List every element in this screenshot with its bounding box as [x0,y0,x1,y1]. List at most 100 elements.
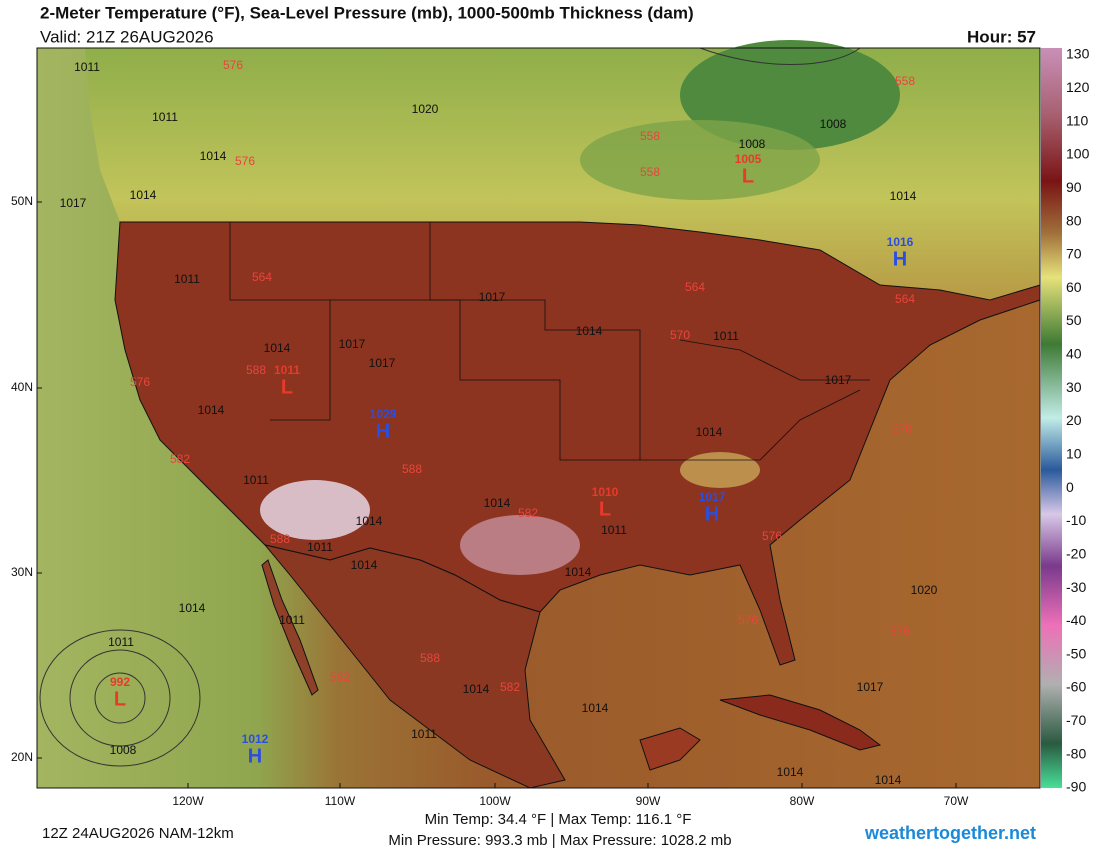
isobar-label: 1011 [174,272,200,286]
thickness-label: 564 [252,270,272,284]
colorbar-label: 100 [1066,146,1090,162]
thickness-label: 558 [640,165,660,179]
green-region [580,120,820,200]
isobar-label: 1011 [74,60,100,74]
pressure-center-letter: H [248,745,262,767]
isobar-label: 1014 [890,189,917,203]
pressure-center-letter: H [705,503,719,525]
isobar-label: 1014 [875,773,902,787]
colorbar-label: 60 [1066,279,1082,295]
isobar-label: 1014 [582,701,609,715]
isobar-label: 1008 [739,137,766,151]
isobar-label: 1014 [696,425,723,439]
isobar-label: 1011 [601,523,627,537]
isobar-label: 1011 [279,613,305,627]
isobar-label: 1020 [911,583,938,597]
latitude-label: 40N [11,380,33,394]
pressure-center-value: 1029 [370,407,397,421]
colorbar-label: 90 [1066,179,1082,195]
isobar [94,672,146,724]
colorbar-label: 50 [1066,312,1082,328]
colorbar-label: -50 [1066,645,1086,661]
map-title: 2-Meter Temperature (°F), Sea-Level Pres… [40,3,694,22]
pressure-center-letter: H [376,420,390,442]
isobar-label: 1014 [484,496,511,510]
isobar-label: 1017 [479,290,506,304]
pressure-center-value: 1016 [887,235,914,249]
isobar [699,47,861,65]
colorbar-label: -40 [1066,612,1086,628]
colorbar-label: -90 [1066,779,1086,795]
thickness-label: 588 [270,532,290,546]
colorbar-label: 120 [1066,79,1090,95]
longitude-label: 100W [479,794,511,808]
colorbar-label: -20 [1066,545,1086,561]
isobar [69,649,171,747]
isobar-label: 1014 [777,765,804,779]
model-run: 12Z 24AUG2026 NAM-12km [42,825,234,842]
isobar-label: 1011 [411,727,437,741]
pressure-center-value: 1005 [735,152,762,166]
caribbean-land [639,727,701,771]
colorbar-label: 130 [1066,46,1090,62]
isobar-label: 1008 [110,743,137,757]
isobar-label: 1017 [60,196,87,210]
isobar-label: 1011 [243,473,269,487]
thickness-label: 570 [892,422,912,436]
isobar-label: 1011 [152,110,178,124]
pressure-center-value: 1017 [699,490,726,504]
thickness-label: 576 [738,613,758,627]
colorbar [1041,48,1062,788]
isobar-label: 1014 [264,341,291,355]
site-credit: weathertogether.net [864,823,1036,843]
isobar-label: 1017 [369,356,396,370]
isobar-label: 1014 [565,565,592,579]
isobars [39,47,861,767]
isobar-label: 1017 [825,373,852,387]
longitude-label: 120W [172,794,204,808]
colorbar-label: 70 [1066,246,1082,262]
baja-peninsula [261,559,319,696]
isobar-label: 1014 [356,514,383,528]
latitude-label: 20N [11,750,33,764]
isobar-label: 1014 [576,324,603,338]
pressure-center-letter: H [893,248,907,270]
longitude-label: 110W [325,794,356,808]
colorbar-label: 110 [1066,112,1089,128]
pressure-center-value: 1010 [592,485,619,499]
thickness-label: 582 [330,670,350,684]
longitude-label: 90W [636,794,661,808]
latitude-label: 30N [11,565,33,579]
pressure-center-value: 1011 [274,363,300,377]
isobar-label: 1017 [339,337,366,351]
thickness-label: 576 [890,624,910,638]
map-frame [36,47,1041,789]
pressure-center-letter: L [114,688,126,710]
pressure-center-letter: L [599,498,611,520]
longitude-label: 80W [790,794,815,808]
state-line [640,389,861,461]
forecast-hour: Hour: 57 [967,27,1036,46]
cooler-spot [680,452,760,488]
colorbar-label: -80 [1066,745,1086,761]
colorbar-label: -30 [1066,579,1086,595]
isobar-label: 1017 [857,680,884,694]
isobar-label: 1014 [351,558,378,572]
thickness-label: 582 [500,680,520,694]
isobar-label: 1014 [463,682,490,696]
thickness-label: 576 [223,58,243,72]
colorbar-label: 20 [1066,412,1082,428]
colorbar-label: -70 [1066,712,1086,728]
thickness-label: 558 [895,74,915,88]
mexico-land [263,544,566,789]
thickness-label: 582 [170,452,190,466]
thickness-label: 564 [895,292,915,306]
isobar-label: 1008 [820,117,847,131]
pressure-center-letter: L [281,376,293,398]
desert-hot-spot [260,480,370,540]
isobar-label: 1014 [179,601,206,615]
pressure-center-value: 992 [110,675,130,689]
pressure-range: Min Pressure: 993.3 mb | Max Pressure: 1… [388,832,731,849]
map [37,40,1041,789]
